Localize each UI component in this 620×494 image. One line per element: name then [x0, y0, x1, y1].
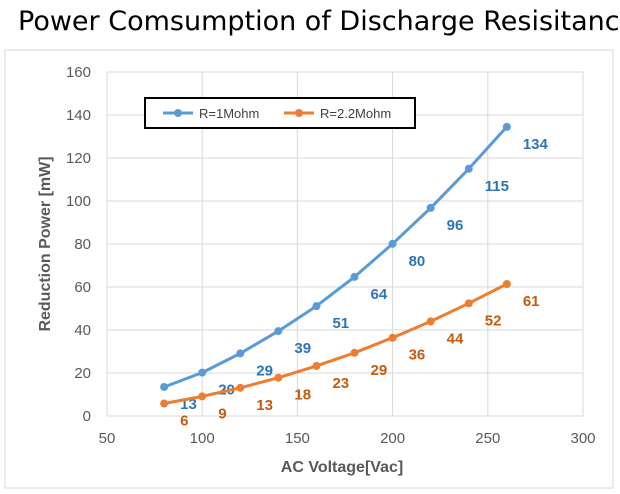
- data-label: 51: [332, 315, 349, 332]
- legend: R=1Mohm R=2.2Mohm: [144, 97, 416, 129]
- x-tick-label: 250: [475, 430, 500, 447]
- data-point: [502, 122, 511, 131]
- y-tick-labels: 0 20 40 60 80 100 120 140 160: [66, 64, 91, 425]
- data-label: 29: [371, 362, 388, 379]
- data-point: [160, 382, 169, 391]
- data-label: 44: [447, 330, 464, 347]
- data-label: 9: [218, 405, 226, 422]
- x-tick-label: 200: [380, 430, 405, 447]
- data-label: 64: [371, 286, 388, 303]
- data-label: 80: [409, 253, 426, 270]
- data-point: [312, 361, 321, 370]
- data-label: 23: [332, 375, 349, 392]
- data-point: [350, 348, 359, 357]
- x-tick-label: 50: [99, 430, 116, 447]
- y-tick-label: 100: [66, 193, 91, 210]
- data-point: [426, 317, 435, 326]
- data-label: 134: [523, 136, 549, 153]
- legend-label-r2: R=2.2Mohm: [320, 106, 391, 121]
- y-tick-label: 0: [83, 408, 91, 425]
- data-point: [426, 203, 435, 212]
- data-label: 96: [447, 217, 464, 234]
- y-axis-title: Reduction Power [mW]: [37, 156, 54, 331]
- data-point: [274, 373, 283, 382]
- data-point: [312, 302, 321, 311]
- y-tick-label: 80: [74, 236, 91, 253]
- data-point: [160, 399, 169, 408]
- data-point: [236, 383, 245, 392]
- data-label: 36: [409, 347, 426, 364]
- y-tick-label: 20: [74, 365, 91, 382]
- grid-lines: [106, 71, 584, 417]
- x-tick-label: 100: [190, 430, 215, 447]
- data-point: [502, 279, 511, 288]
- data-label: 18: [294, 387, 311, 404]
- data-point: [388, 333, 397, 342]
- x-tick-labels: 50 100 150 200 250 300: [99, 430, 596, 447]
- y-tick-label: 160: [66, 64, 91, 81]
- data-point: [464, 164, 473, 173]
- data-label: 52: [485, 312, 502, 329]
- y-tick-label: 140: [66, 107, 91, 124]
- data-point: [198, 392, 207, 401]
- data-label: 13: [256, 397, 273, 414]
- data-label: 29: [256, 362, 273, 379]
- data-point: [388, 239, 397, 248]
- legend-marker-r1: [174, 109, 182, 117]
- chart-frame: [4, 49, 614, 489]
- legend-label-r1: R=1Mohm: [199, 106, 259, 121]
- series-line-0: [163, 125, 508, 389]
- data-label: 115: [485, 178, 509, 195]
- data-point: [350, 272, 359, 281]
- chart-title: Power Comsumption of Discharge Resisitan…: [18, 6, 620, 37]
- data-point: [198, 368, 207, 377]
- data-point: [464, 299, 473, 308]
- data-label: 6: [180, 413, 188, 430]
- y-tick-label: 60: [74, 279, 91, 296]
- y-tick-label: 40: [74, 322, 91, 339]
- data-point: [236, 349, 245, 358]
- data-label: 39: [294, 340, 311, 357]
- x-tick-label: 150: [285, 430, 310, 447]
- legend-marker-r2: [295, 109, 303, 117]
- y-tick-label: 120: [66, 150, 91, 167]
- data-point: [274, 327, 283, 336]
- data-label: 61: [523, 293, 540, 310]
- x-axis-title: AC Voltage[Vac]: [281, 459, 403, 476]
- series-line-1: [163, 282, 508, 405]
- x-tick-label: 300: [570, 430, 595, 447]
